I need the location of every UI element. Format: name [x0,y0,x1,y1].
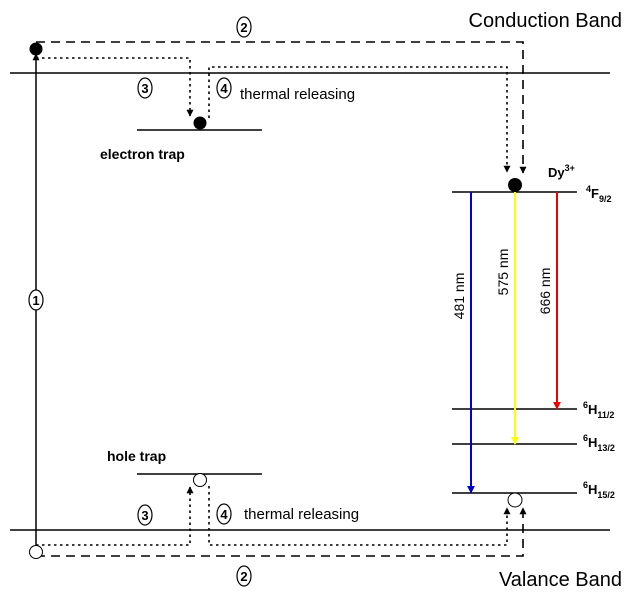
level-6h112-label: 6H11/2 [583,400,614,420]
hole-migration-path [36,507,527,557]
step-2-marker-bottom: 2 [236,565,252,587]
level-6h152-label: 6H15/2 [583,480,615,500]
thermal-releasing-bottom-label: thermal releasing [244,506,359,523]
step-2-marker-top: 2 [236,16,252,38]
dy-hole-circle [507,492,523,508]
svg-text:3: 3 [141,81,148,96]
trapped-electron-dot [193,116,207,130]
electron-dot [29,42,43,56]
wavelength-666-label: 666 nm [537,268,553,315]
dy-electron-dot [508,178,522,192]
electron-release-path [208,66,511,173]
step-4-marker-top: 4 [216,77,232,99]
hole-trapping-path [36,486,194,546]
svg-text:4: 4 [220,507,228,522]
step-3-marker-top: 3 [137,77,153,99]
electron-trapping-path [36,57,194,117]
electron-trap-label: electron trap [100,146,185,162]
thermal-releasing-top-label: thermal releasing [240,86,355,103]
trapped-hole-circle [193,473,207,487]
wavelength-481-label: 481 nm [451,273,467,320]
svg-text:2: 2 [240,20,247,35]
svg-text:1: 1 [32,293,39,308]
hole-circle [29,545,43,559]
dy-ion-label: Dy3+ [548,163,575,180]
svg-text:3: 3 [141,508,148,523]
level-4f92-label: 4F9/2 [586,184,611,204]
wavelength-575-label: 575 nm [495,249,511,296]
svg-text:2: 2 [240,569,247,584]
conduction-band-label: Conduction Band [469,10,622,32]
valence-band-label: Valance Band [499,569,622,591]
hole-trap-label: hole trap [107,448,166,464]
electron-migration-path [36,41,527,174]
step-1-marker: 1 [28,289,44,311]
step-3-marker-bottom: 3 [137,504,153,526]
level-6h132-label: 6H13/2 [583,433,615,453]
step-4-marker-bottom: 4 [216,503,232,525]
svg-text:4: 4 [220,81,228,96]
